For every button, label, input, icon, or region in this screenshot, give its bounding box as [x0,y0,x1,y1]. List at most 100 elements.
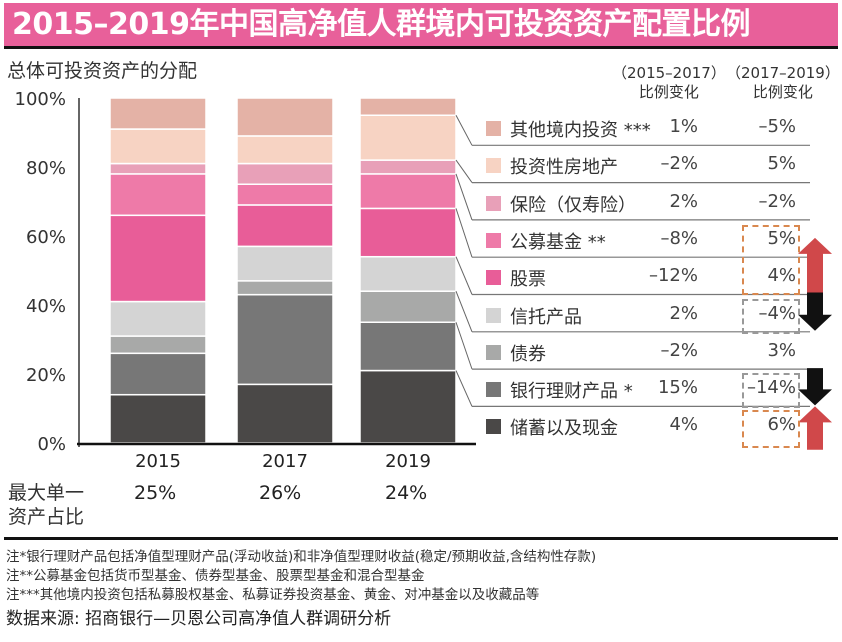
bar-segment [359,290,457,324]
change-2017-2019: 4% [767,265,796,287]
footnote-2: 注**公募基金包括货币型基金、债券型基金、股票型基金和混合型基金 [6,568,425,584]
y-tick-label: 0% [37,434,66,455]
change-2015-2017: 1% [669,116,698,137]
bar-segment [109,393,207,444]
legend-swatch [486,121,501,136]
bar-segment [236,162,334,186]
bar-segment [359,97,457,116]
change-2015-2017: –12% [648,265,698,287]
legend-item: 信托产品 2% –4% [486,297,816,333]
y-tick-label: 80% [26,158,66,179]
change-2017-2019: –14% [746,377,796,399]
bar-segment [359,159,457,175]
y-tick-label: 40% [26,296,66,317]
max-single-value-2019: 24% [385,482,428,504]
highlight-box [742,224,800,296]
bar-segment [109,335,207,355]
legend-item: 其他境内投资 *** 1% –5% [486,110,816,146]
x-tick-label: 2019 [385,451,431,472]
highlight-box [742,373,800,409]
leader-line [455,208,473,258]
legend-swatch [486,232,501,248]
legend-item: 股票 –12% 4% [486,259,816,295]
divider [4,537,838,540]
bar-segment [359,173,457,210]
legend-item: 投资性房地产 –2% 5% [486,147,816,183]
bar-segment [236,293,334,386]
max-label-line1: 最大单一 [8,482,85,504]
x-tick-label: 2017 [262,451,308,472]
bar-segment [359,255,457,292]
leader-line [455,291,473,332]
leader-line [455,370,473,407]
bar-segment [359,321,457,372]
legend-swatch [486,307,501,323]
leader-line [455,322,473,370]
change-2015-2017: –8% [660,227,698,249]
down-arrow-icon [798,368,832,406]
bar-segment [236,383,334,444]
legend-label: 储蓄以及现金 [510,418,618,440]
bar-segment [109,352,207,396]
leader-line [455,115,473,146]
leader-line [455,256,473,295]
column-header-2017-2019: （2017–2019） 比例变化 [726,64,840,102]
chart-subtitle: 总体可投资资产的分配 [7,60,198,82]
down-arrow-icon [798,292,832,331]
legend-swatch [486,382,501,398]
column-header-2015-2017: （2015–2017） 比例变化 [612,64,726,102]
legend-label: 其他境内投资 *** [510,120,651,141]
column-label: 比例变化 [638,83,699,101]
legend-label: 投资性房地产 [510,157,618,179]
up-arrow-icon [798,406,832,450]
change-2015-2017: 2% [669,302,698,324]
column-period: （2015–2017） [612,64,726,82]
max-single-asset-label: 最大单一 资产占比 [8,481,84,529]
change-2017-2019: 6% [767,414,796,436]
legend-label: 债券 [510,343,546,365]
change-2015-2017: –2% [660,339,698,361]
y-tick-label: 20% [26,365,66,386]
bar-segment [359,369,457,444]
footnote-1: 注*银行理财产品包括净值型理财产品(浮动收益)和非净值型理财收益(稳定/预期收益… [6,549,597,565]
change-2017-2019: 5% [767,153,796,175]
highlight-box [742,410,800,448]
column-period: （2017–2019） [726,64,840,82]
y-tick-label: 100% [15,89,66,110]
legend-swatch [486,158,501,174]
legend-label: 银行理财产品 * [510,381,633,403]
legend-item: 债券 –2% 3% [486,334,816,370]
bar-segment [236,97,334,137]
legend-item: 公募基金 ** –8% 5% [486,222,816,258]
legend-item: 储蓄以及现金 4% 6% [486,408,816,444]
y-tick-label: 60% [26,227,66,248]
bar-segment [236,183,334,206]
change-2017-2019: 3% [767,339,796,361]
bar-segment [359,114,457,161]
bar-segment [359,207,457,258]
change-2015-2017: 15% [657,377,698,399]
max-single-value-2017: 26% [259,482,302,504]
legend-item: 银行理财产品 * 15% –14% [486,371,816,407]
title-bar: 2015–2019年中国高净值人群境内可投资资产配置比例 [4,3,838,49]
legend-label: 股票 [510,269,546,291]
legend-label: 信托产品 [510,306,582,328]
change-2017-2019: –5% [758,116,796,137]
bar-segment [109,97,207,130]
chart-title: 2015–2019年中国高净值人群境内可投资资产配置比例 [12,7,751,42]
bar-segment [109,214,207,303]
change-2015-2017: –2% [660,153,698,175]
legend-swatch [486,344,501,360]
bar-segment [236,204,334,248]
footnote-3: 注***其他境内投资包括私募股权基金、私募证券投资基金、黄金、对冲基金以及收藏品… [6,587,540,603]
legend-label: 保险（仅寿险） [510,194,636,216]
change-2017-2019: –4% [758,302,796,324]
legend-swatch [486,195,501,211]
legend-label: 公募基金 ** [510,231,606,253]
max-label-line2: 资产占比 [8,506,85,528]
bar-segment [236,135,334,165]
change-2015-2017: 2% [669,190,698,212]
leader-line [455,159,473,183]
leader-line [455,173,473,221]
bar-segment [236,245,334,282]
